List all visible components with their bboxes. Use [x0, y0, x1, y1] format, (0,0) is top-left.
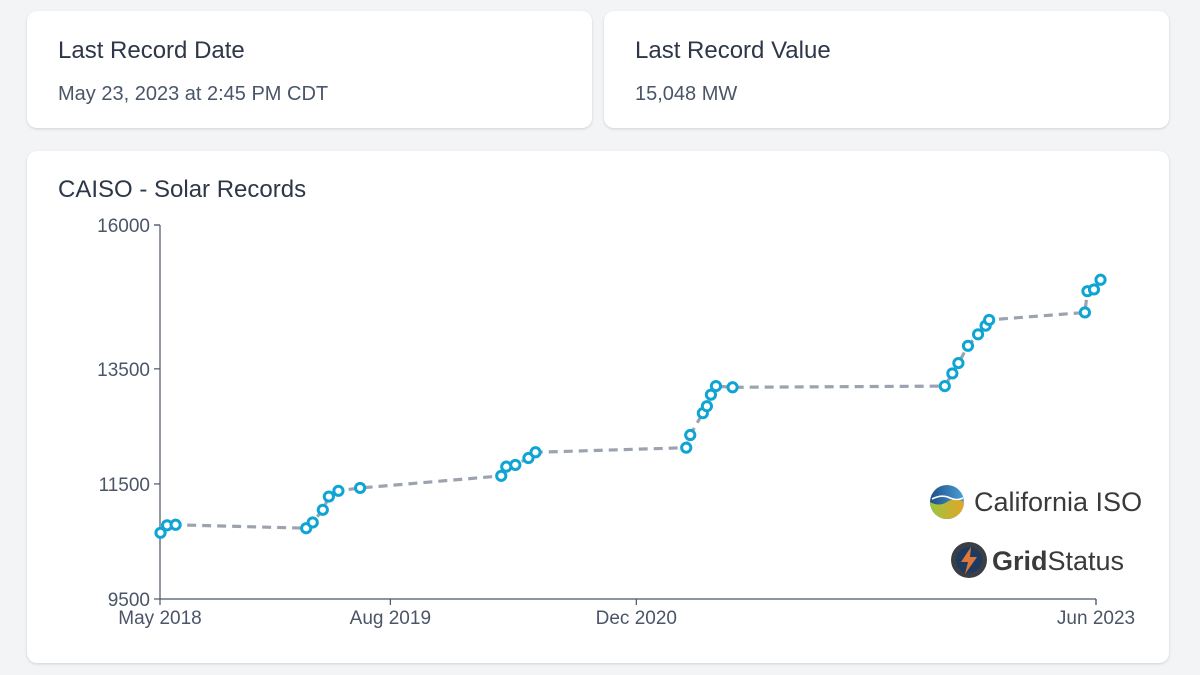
data-point	[700, 400, 713, 413]
y-tick-label: 11500	[99, 475, 150, 496]
data-point	[509, 458, 522, 472]
x-tick-label: May 2018	[118, 608, 201, 629]
last-record-date-value: May 23, 2023 at 2:45 PM CDT	[58, 83, 329, 105]
x-tick-label: Dec 2020	[596, 608, 677, 629]
series-points-group	[154, 273, 1107, 539]
data-point	[684, 428, 697, 442]
last-record-date-card: Last Record Date May 23, 2023 at 2:45 PM…	[27, 11, 592, 128]
data-point	[332, 484, 345, 497]
data-point	[961, 339, 975, 352]
gridstatus-rest-text: Status	[1048, 546, 1125, 576]
data-point	[1078, 306, 1092, 319]
gridstatus-bold-text: Grid	[992, 546, 1048, 576]
y-tick-label: 16000	[97, 216, 150, 237]
data-point	[946, 367, 959, 380]
california-iso-logo: California ISO	[930, 485, 1142, 519]
gridstatus-logo: GridStatus	[951, 542, 1124, 578]
data-point	[495, 469, 508, 482]
x-tick-label: Aug 2019	[350, 608, 431, 629]
data-point	[1094, 273, 1107, 286]
chart-card: CAISO - Solar Records 9500 11500 13500 1600…	[27, 151, 1169, 663]
data-point	[322, 490, 335, 503]
data-point	[680, 441, 693, 454]
data-point	[952, 356, 965, 370]
data-point	[971, 328, 985, 341]
data-point	[709, 380, 723, 393]
data-point	[983, 313, 996, 327]
last-record-date-title: Last Record Date	[58, 37, 245, 64]
last-record-value-title: Last Record Value	[635, 37, 831, 64]
data-point	[704, 388, 718, 401]
data-point	[354, 481, 367, 495]
data-point	[938, 380, 951, 393]
solar-records-chart: 9500 11500 13500 16000 May 2018 Aug 2019 Dec 2…	[97, 216, 1142, 629]
data-point	[726, 381, 739, 394]
caiso-logo-text: California ISO	[974, 487, 1142, 517]
last-record-value-value: 15,048 MW	[635, 83, 738, 105]
axes: 9500 11500 13500 16000 May 2018 Aug 2019 Dec 2…	[97, 216, 1135, 629]
svg-text:GridStatus: GridStatus	[992, 546, 1124, 576]
last-record-value-card: Last Record Value 15,048 MW	[604, 11, 1169, 128]
chart-title: CAISO - Solar Records	[58, 176, 307, 203]
data-point	[316, 503, 329, 516]
y-tick-label: 13500	[97, 360, 150, 381]
data-point	[306, 516, 319, 529]
data-point	[154, 526, 167, 539]
data-point	[529, 446, 542, 459]
data-point	[169, 518, 182, 531]
data-point	[1087, 283, 1101, 296]
x-tick-label: Jun 2023	[1057, 608, 1135, 629]
y-tick-label: 9500	[108, 590, 150, 611]
